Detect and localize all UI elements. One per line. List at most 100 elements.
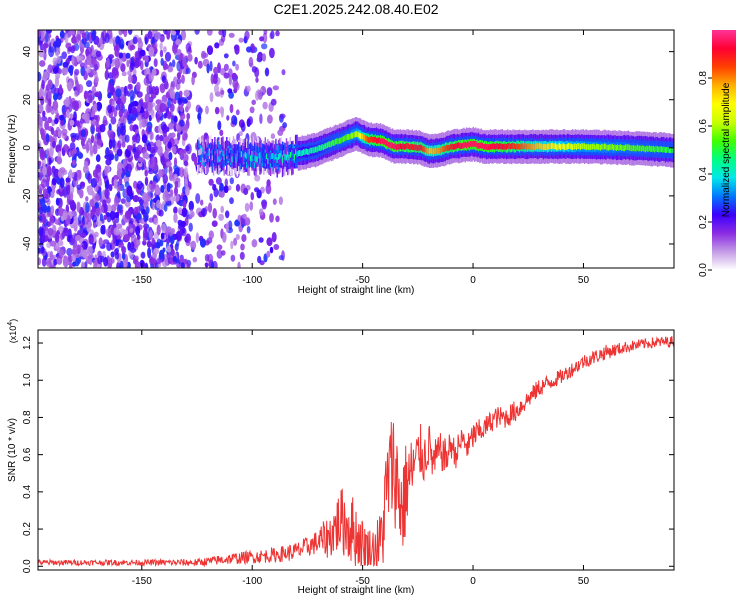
spectrogram-cell [279,152,281,159]
spectrogram-cell [648,145,651,152]
spectrogram-cell [74,234,81,242]
spectrogram-cell [47,79,53,89]
spectrogram-cell [125,52,131,59]
spectrogram-cell [281,157,284,163]
spectrogram-panel: -150 -100 -50 0 50 -40 -20 0 20 40 Height of str… [7,29,675,296]
spectrogram-cell [215,177,222,185]
spectrogram-cell [521,143,523,150]
spectrogram-cell [47,116,53,124]
spectrogram-cell [250,192,255,201]
spectrogram-cell [273,154,276,161]
spectrogram-cell [654,146,656,153]
spectrogram-cell [39,149,46,160]
spectrogram-cell [322,144,325,151]
spectrogram-cell [622,145,624,151]
spectrogram-cell [66,184,71,195]
spectrogram-cell [107,72,114,79]
spectrogram-cell [76,201,81,213]
spectrogram-cell [256,189,262,199]
snr-y-tick-label: 1.2 [22,336,33,350]
spectrogram-cell [164,51,172,62]
spectrogram-cell [268,152,270,159]
spectrogram-cell [628,144,631,151]
spectrogram-cell [114,211,120,219]
spectrogram-cell [103,214,108,220]
spectrogram-cell [113,106,118,118]
spectrogram-cell [235,234,240,240]
spectrogram-cell [390,142,392,149]
spectrogram-cell [50,205,55,215]
spectrogram-cell [110,251,115,258]
spectrogram-cell [209,60,213,72]
spectrogram-cell [664,147,667,153]
spectrogram-cell [483,143,485,150]
spectrogram-cell [219,190,225,198]
spectrogram-cell [601,143,603,150]
spectrogram-cell [262,101,268,110]
spectrogram-cell [507,143,509,149]
spectrogram-cell [281,69,286,76]
spectrogram-cell [134,50,140,59]
spectrogram-cell [194,56,198,65]
spectrogram-cell [181,74,185,84]
spectrogram-cell [165,200,172,207]
spectrogram-cell [211,149,213,156]
spectrogram-cell [155,241,161,249]
spectrogram-cell [108,138,113,150]
spectrogram-cell [158,209,164,217]
spectrogram-cell [88,94,93,104]
spectrogram-cell [524,143,526,149]
spectrogram-cell [159,49,164,58]
spectrogram-cell [268,154,270,166]
spectrogram-cell [270,98,277,106]
spectrogram-cell [265,153,268,160]
spectrogram-cell [632,145,635,151]
spectrogram-cell [227,155,229,161]
spectrogram-cell [98,237,103,247]
spectrogram-cell [345,134,347,141]
spectrogram-cell [375,137,378,144]
spectrogram-cell [85,48,90,57]
spectrogram-cell [219,153,221,160]
spectrogram-cell [183,154,188,162]
spectrogram-cell [153,58,158,67]
spectrogram-cell [271,154,273,165]
spectrogram-cell [332,139,334,146]
spectrogram-cell [163,78,169,90]
spectrogram-cell [94,76,100,84]
spectrogram-cell [594,144,596,151]
spectrogram-cell [216,156,219,163]
spectrogram-cell [246,46,252,53]
spectrogram-cell [179,52,184,61]
spectrogram-cell [38,206,44,215]
spectrogram-cell [427,148,429,155]
spectrogram-cell [139,118,143,130]
spectrogram-cell [621,145,623,151]
spectrogram-cell [218,156,220,163]
spectrogram-cell [133,258,137,265]
spectrogram-cell [243,187,249,196]
spectrogram-cell [166,32,171,40]
spectrogram-cell [374,136,376,143]
spectrogram-cell [150,184,155,193]
spectrogram-cell [252,150,254,157]
spectrogram-cell [173,212,178,223]
spectrogram-cell [202,151,204,158]
spectrogram-cell [224,147,227,159]
spectrogram-cell [475,141,477,147]
spectrogram-cell [240,153,243,165]
spectrogram-cell [162,134,169,145]
spectrogram-cell [130,57,134,64]
spectrogram-cell [558,143,561,149]
spectrogram-cell [83,92,89,99]
spectrogram-cell [349,133,351,140]
spectrogram-cell [175,39,182,46]
spectrogram-cell [38,247,41,254]
spectrogram-cell [634,145,636,152]
spectrogram-cell [187,53,193,62]
spectrogram-cell [338,137,341,144]
spectrogram-cell [207,202,213,213]
spectrogram-cell [144,176,149,186]
spectrogram-cell [573,143,575,150]
spectrogram-cell [212,149,215,156]
